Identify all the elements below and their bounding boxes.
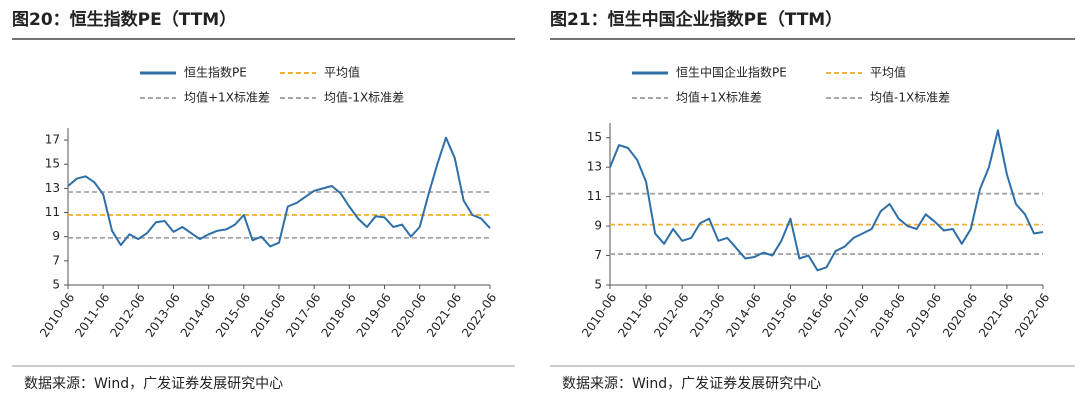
legend-label: 均值-1X标准差	[870, 90, 950, 105]
x-tick-label: 2014-06	[723, 291, 763, 340]
x-tick-label: 2017-06	[283, 291, 323, 340]
x-tick-label: 2013-06	[143, 291, 183, 340]
y-tick-label: 5	[52, 278, 60, 292]
x-tick-label: 2019-06	[354, 291, 394, 340]
x-tick-label: 2016-06	[796, 291, 836, 340]
y-tick-label: 15	[587, 130, 602, 144]
x-tick-label: 2011-06	[72, 291, 112, 340]
x-tick-label: 2020-06	[940, 291, 980, 340]
chart-title: 图21：恒生中国企业指数PE（TTM）	[550, 9, 842, 30]
legend-label: 均值-1X标准差	[324, 90, 404, 105]
x-tick-label: 2010-06	[37, 291, 77, 340]
x-tick-label: 2018-06	[318, 291, 358, 340]
legend-label: 恒生指数PE	[184, 65, 247, 80]
x-tick-label: 2010-06	[579, 291, 619, 340]
legend-label: 平均值	[870, 65, 906, 80]
x-tick-label: 2019-06	[904, 291, 944, 340]
legend-label: 恒生中国企业指数PE	[676, 65, 787, 80]
y-tick-label: 13	[587, 160, 602, 174]
y-tick-label: 7	[52, 253, 60, 267]
x-tick-label: 2013-06	[687, 291, 727, 340]
x-tick-label: 2014-06	[178, 291, 218, 340]
x-tick-label: 2015-06	[760, 291, 800, 340]
x-tick-label: 2021-06	[424, 291, 464, 340]
legend-label: 平均值	[324, 65, 360, 80]
series-line	[609, 129, 1044, 272]
chart-title: 图20：恒生指数PE（TTM）	[12, 9, 236, 30]
y-tick-label: 15	[45, 157, 60, 171]
source: 数据来源：Wind，广发证券发展研究中心	[24, 376, 283, 392]
x-tick-label: 2016-06	[248, 291, 288, 340]
x-tick-label: 2022-06	[1012, 291, 1052, 340]
y-tick-label: 7	[594, 248, 602, 262]
x-tick-label: 2017-06	[832, 291, 872, 340]
x-tick-label: 2020-06	[389, 291, 429, 340]
y-tick-label: 13	[45, 181, 60, 195]
series-line	[67, 136, 491, 248]
y-tick-label: 9	[594, 219, 602, 233]
legend-label: 均值+1X标准差	[184, 90, 270, 105]
x-tick-label: 2018-06	[868, 291, 908, 340]
source: 数据来源：Wind，广发证券发展研究中心	[562, 376, 821, 392]
x-tick-label: 2022-06	[459, 291, 499, 340]
x-tick-label: 2015-06	[213, 291, 253, 340]
x-tick-label: 2021-06	[976, 291, 1016, 340]
legend-label: 均值+1X标准差	[676, 90, 762, 105]
y-tick-label: 9	[52, 229, 60, 243]
x-tick-label: 2011-06	[615, 291, 655, 340]
y-tick-label: 11	[45, 205, 60, 219]
y-tick-label: 5	[594, 278, 602, 292]
y-tick-label: 17	[45, 133, 60, 147]
x-tick-label: 2012-06	[107, 291, 147, 340]
x-tick-label: 2012-06	[651, 291, 691, 340]
y-tick-label: 11	[587, 189, 602, 203]
